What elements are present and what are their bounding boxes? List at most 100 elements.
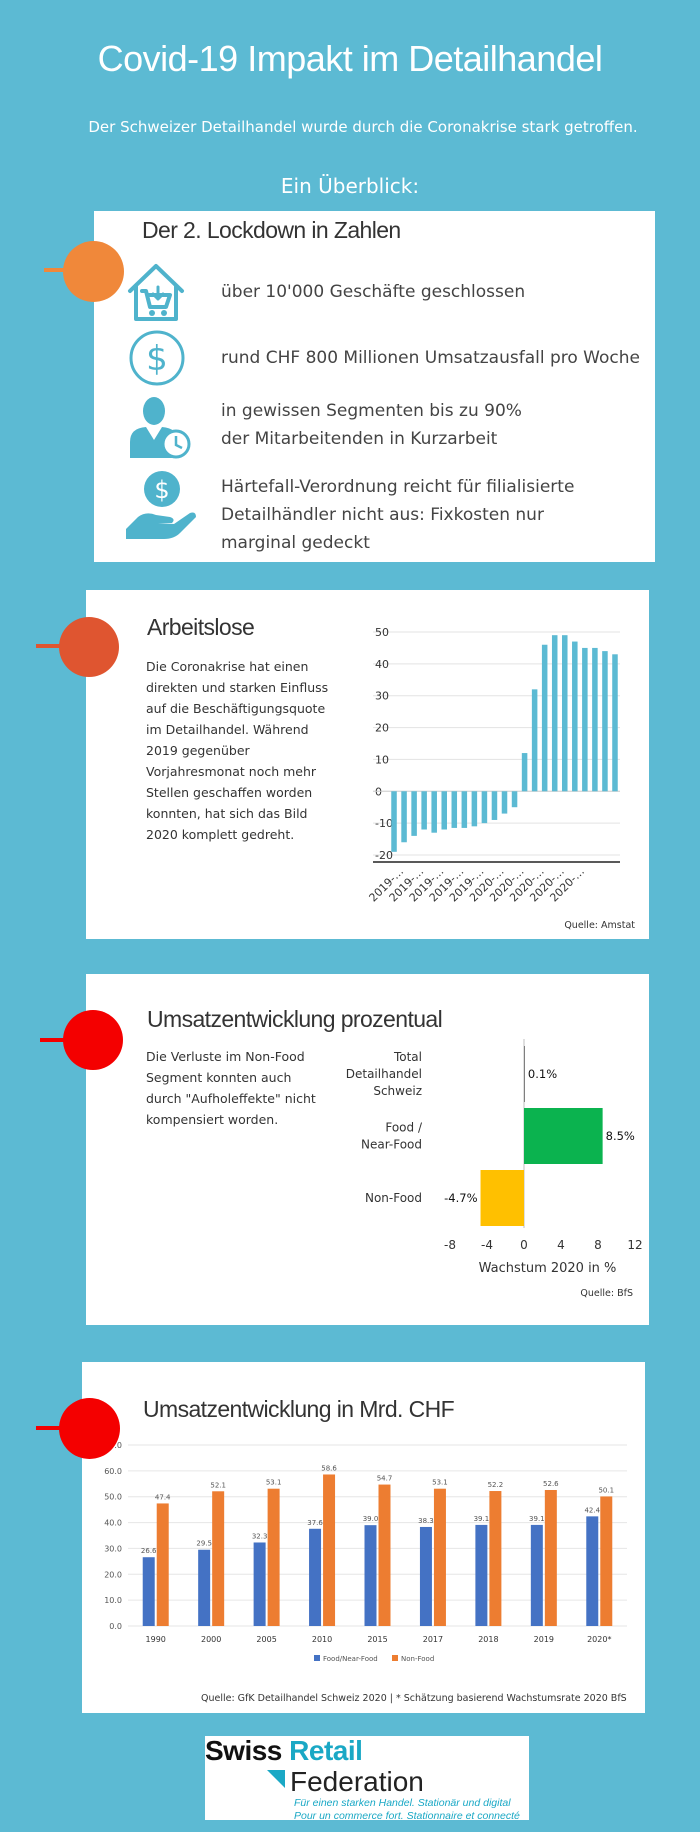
y-tick-label: 10.0 <box>104 1596 122 1605</box>
bar <box>582 647 588 792</box>
bar <box>212 1491 225 1626</box>
dollar-coin-icon: $ <box>129 330 185 386</box>
bar <box>544 1489 557 1626</box>
bar <box>433 1488 446 1626</box>
hand-coin-icon: $ <box>126 471 196 539</box>
category-label: Detailhandel <box>346 1067 422 1081</box>
bar <box>267 1488 280 1626</box>
y-tick-label: -20 <box>375 849 393 862</box>
data-label: 42.4 <box>584 1506 600 1514</box>
bar <box>378 1484 391 1626</box>
lockdown-title: Der 2. Lockdown in Zahlen <box>142 217 401 243</box>
bar <box>572 641 578 792</box>
bar <box>530 1524 543 1626</box>
bar <box>511 791 518 808</box>
x-tick-label: -8 <box>444 1238 456 1252</box>
data-label: 38.3 <box>418 1517 434 1525</box>
lockdown-dot <box>63 241 124 302</box>
data-label: 29.5 <box>196 1540 212 1548</box>
category-label: Food / <box>385 1121 423 1135</box>
data-label: 54.7 <box>377 1475 393 1483</box>
svg-text:$: $ <box>146 339 168 379</box>
x-tick-label: 4 <box>557 1238 565 1252</box>
page-title: Covid-19 Impakt im Detailhandel <box>97 38 603 79</box>
y-tick-label: 60.0 <box>104 1467 122 1476</box>
x-tick-label: 2019 <box>534 1635 554 1644</box>
lockdown-connector <box>44 268 72 272</box>
category-label: Total <box>393 1050 422 1064</box>
umsatz-chf-chart: 0.010.020.030.040.050.060.070.026.647.41… <box>104 1441 627 1663</box>
lockdown-stat-3-line-1: in gewissen Segmenten bis zu 90% <box>221 401 522 421</box>
x-tick-label: 2020* <box>587 1635 611 1644</box>
logo-tagline-de: Für einen starken Handel. Stationär und … <box>294 1797 511 1809</box>
arbeitslose-card: Arbeitslose Die Coronakrise hat einen di… <box>86 590 649 939</box>
logo-line-1: Swiss Retail <box>205 1736 363 1767</box>
y-tick-label: -10 <box>375 817 393 830</box>
bar <box>541 644 548 792</box>
data-label: 52.6 <box>543 1480 559 1488</box>
lockdown-stat-4-line-1: Härtefall-Verordnung reicht für filialis… <box>221 477 575 497</box>
bar <box>253 1542 266 1626</box>
arbeitslose-source: Quelle: Amstat <box>564 920 635 931</box>
umsatz-prozent-source: Quelle: BfS <box>580 1288 633 1299</box>
umsatz-chf-card: Umsatzentwicklung in Mrd. CHF 0.0 10.0 20.… <box>82 1362 645 1713</box>
x-tick-label: -4 <box>481 1238 493 1252</box>
category-label: Non-Food <box>365 1191 422 1205</box>
lockdown-stat-4-line-3: marginal gedeckt <box>221 533 370 553</box>
data-label: 32.3 <box>252 1532 268 1540</box>
y-tick-label: 10 <box>375 753 389 766</box>
data-label: 52.1 <box>210 1481 226 1489</box>
y-tick-label: 30 <box>375 690 389 703</box>
data-label: 39.1 <box>529 1515 545 1523</box>
x-tick-label: 2010 <box>312 1635 332 1644</box>
data-label: 26.6 <box>141 1547 157 1555</box>
bar <box>309 1528 322 1626</box>
page-subtitle: Der Schweizer Detailhandel wurde durch d… <box>88 118 638 136</box>
category-label: Schweiz <box>373 1084 422 1098</box>
data-label: 50.1 <box>598 1486 614 1494</box>
umsatz-prozent-title: Umsatzentwicklung prozentual <box>147 1006 443 1032</box>
lockdown-card: Der 2. Lockdown in Zahlen über 10'000 Ge… <box>94 211 655 562</box>
bar <box>411 791 417 836</box>
x-tick-label: 0 <box>520 1238 528 1252</box>
legend-label: Food/Near-Food <box>323 1655 378 1663</box>
bar <box>592 647 598 792</box>
lockdown-stat-4: Härtefall-Verordnung reicht für filialis… <box>221 473 574 557</box>
data-label: 39.0 <box>363 1515 379 1523</box>
bar <box>431 791 437 833</box>
umsatz-prozent-connector <box>40 1038 70 1042</box>
lockdown-stat-4-line-2: Detailhändler nicht aus: Fixkosten nur <box>221 505 544 525</box>
legend-swatch <box>314 1655 320 1661</box>
data-label: -4.7% <box>444 1191 477 1205</box>
arbeitslose-text: Die Coronakrise hat einen direkten und s… <box>146 659 329 842</box>
lockdown-stat-3: in gewissen Segmenten bis zu 90% der Mit… <box>221 397 522 453</box>
bar <box>142 1557 155 1626</box>
y-tick-label: 40 <box>375 658 389 671</box>
y-tick-label: 40.0 <box>104 1519 122 1528</box>
bar <box>531 689 538 792</box>
umsatz-chf-dot <box>59 1398 120 1459</box>
employee-clock-icon <box>130 397 191 459</box>
bar <box>524 1108 603 1164</box>
bar <box>586 1516 599 1626</box>
arbeitslose-dot <box>59 617 119 677</box>
x-tick-label: 12 <box>627 1238 642 1252</box>
bar <box>156 1503 169 1626</box>
x-tick-label: 2005 <box>256 1635 276 1644</box>
x-tick-label: 2015 <box>367 1635 387 1644</box>
bar <box>481 791 488 824</box>
bar <box>491 791 498 820</box>
bar <box>489 1491 502 1626</box>
bar <box>521 753 528 792</box>
lockdown-stat-1: über 10'000 Geschäfte geschlossen <box>221 282 526 302</box>
y-tick-label: 50.0 <box>104 1493 122 1502</box>
bar <box>421 791 427 830</box>
bar <box>471 791 478 827</box>
lockdown-stat-2: rund CHF 800 Millionen Umsatzausfall pro… <box>221 348 640 368</box>
umsatz-chf-source: Quelle: GfK Detailhandel Schweiz 2020 | … <box>201 1693 627 1704</box>
umsatz-prozent-dot <box>63 1010 123 1070</box>
logo-tagline-fr: Pour un commerce fort. Stationnaire et c… <box>294 1810 520 1820</box>
store-cart-icon <box>128 264 184 321</box>
y-tick-label: 30.0 <box>104 1544 122 1553</box>
data-label: 58.6 <box>321 1464 337 1472</box>
